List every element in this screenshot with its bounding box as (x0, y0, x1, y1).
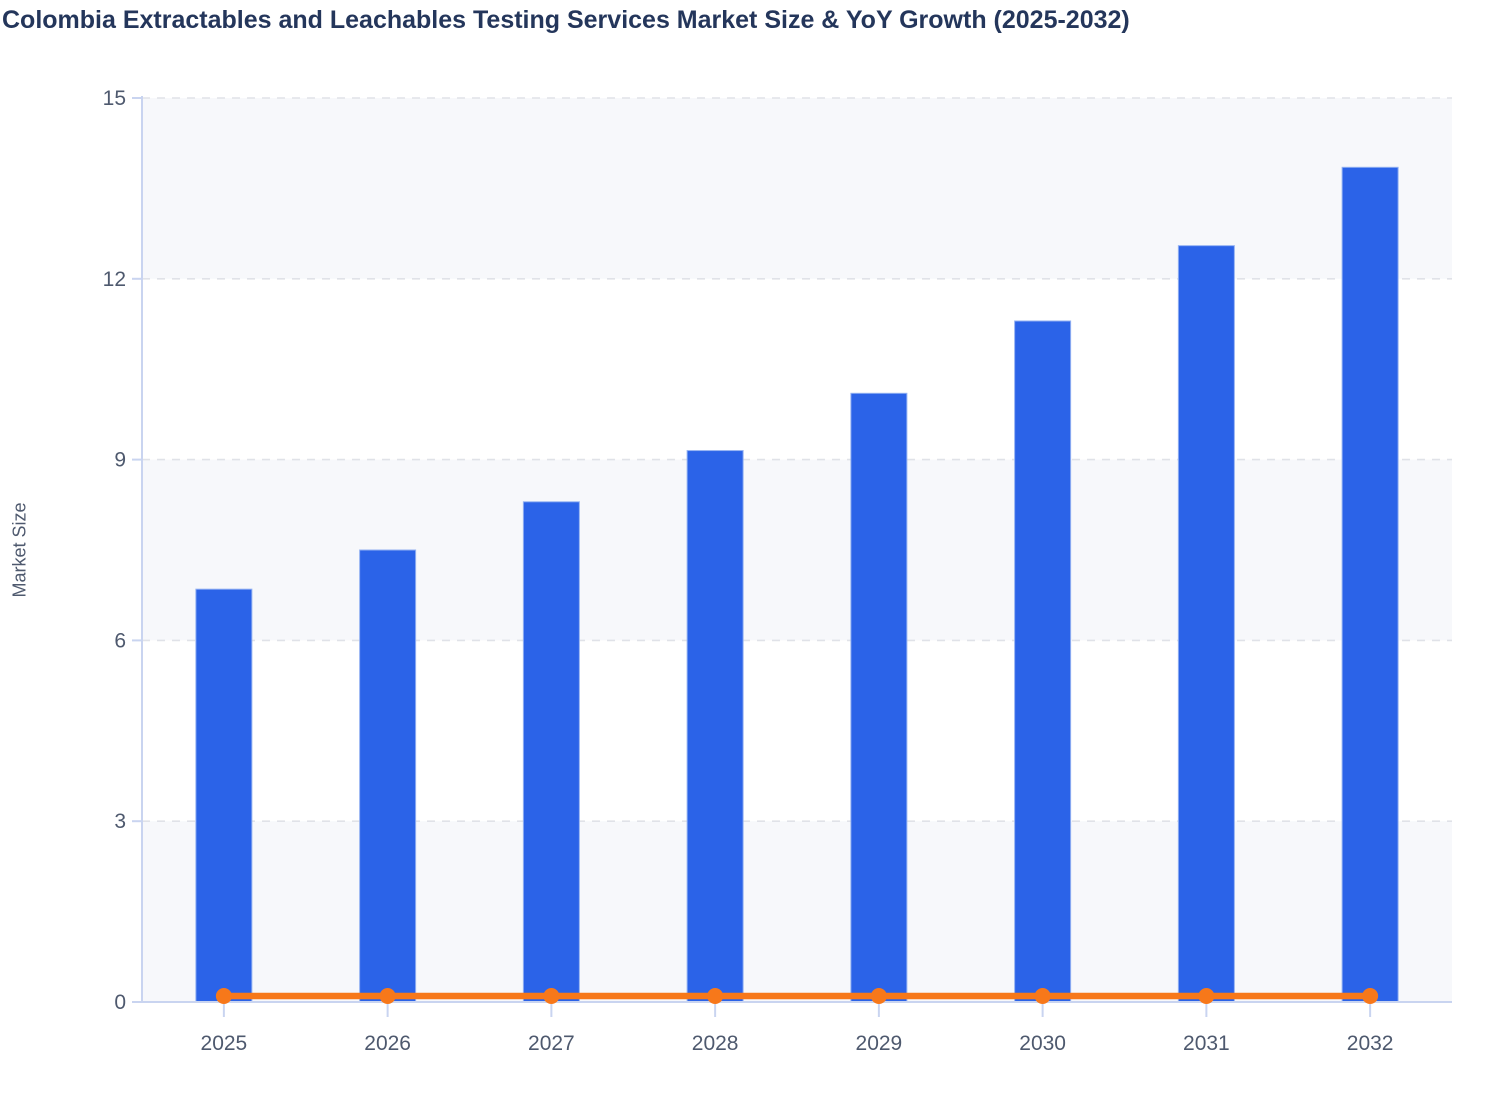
x-tick-label-2032: 2032 (1347, 1032, 1394, 1055)
yoy-marker-2027[interactable] (543, 987, 560, 1004)
yoy-marker-2032[interactable] (1362, 987, 1379, 1004)
bar-2026[interactable] (359, 549, 417, 1003)
yoy-marker-2030[interactable] (1034, 987, 1051, 1004)
x-tick-label-2028: 2028 (692, 1032, 739, 1055)
plot-band (142, 821, 1452, 1002)
bar-2027[interactable] (522, 501, 580, 1003)
chart-title: Colombia Extractables and Leachables Tes… (2, 6, 1130, 34)
bar-2029[interactable] (850, 392, 908, 1003)
y-tick-label-6: 6 (114, 629, 126, 652)
yoy-marker-2026[interactable] (379, 987, 396, 1004)
yoy-marker-2028[interactable] (707, 987, 724, 1004)
bar-2025[interactable] (195, 588, 253, 1003)
plot-band (142, 98, 1452, 279)
bar-2028[interactable] (686, 450, 744, 1003)
x-tick-label-2025: 2025 (201, 1032, 248, 1055)
x-tick-label-2026: 2026 (364, 1032, 411, 1055)
bar-2032[interactable] (1341, 166, 1399, 1003)
x-tick-label-2029: 2029 (856, 1032, 903, 1055)
yoy-marker-2029[interactable] (870, 987, 887, 1004)
x-tick-label-2027: 2027 (528, 1032, 575, 1055)
y-tick-label-0: 0 (114, 991, 126, 1014)
y-tick-label-9: 9 (114, 449, 126, 472)
y-tick-label-15: 15 (103, 87, 126, 110)
y-tick-label-3: 3 (114, 810, 126, 833)
plot-band (142, 459, 1452, 641)
yoy-marker-2031[interactable] (1198, 987, 1215, 1004)
y-tick-label-12: 12 (103, 268, 126, 291)
x-tick-label-2031: 2031 (1183, 1032, 1230, 1055)
bar-2030[interactable] (1014, 320, 1072, 1003)
x-tick-label-2030: 2030 (1019, 1032, 1066, 1055)
yoy-marker-2025[interactable] (215, 987, 232, 1004)
bar-2031[interactable] (1177, 245, 1235, 1003)
